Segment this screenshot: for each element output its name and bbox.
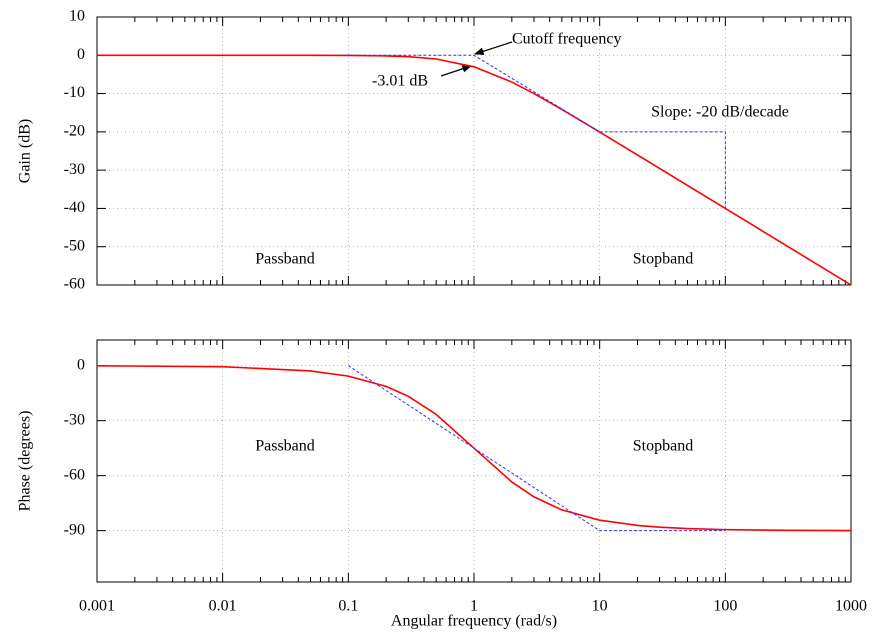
annotation: Slope: -20 dB/decade <box>651 104 789 121</box>
annotation: Passband <box>255 438 315 455</box>
y-tick-label: -30 <box>64 161 85 178</box>
y-tick-label: -30 <box>64 411 85 428</box>
y-tick-label: 0 <box>77 356 85 373</box>
y-tick-label: -60 <box>64 276 85 293</box>
y-tick-label: -90 <box>64 521 85 538</box>
annotation: -3.01 dB <box>372 73 428 90</box>
annotation: Stopband <box>633 251 693 268</box>
y-axis-label: Gain (dB) <box>17 119 34 183</box>
y-tick-label: -20 <box>64 123 85 140</box>
x-axis-label: Angular frequency (rad/s) <box>391 613 557 630</box>
y-tick-label: 10 <box>69 8 85 25</box>
y-tick-label: -40 <box>64 199 85 216</box>
y-axis-label: Phase (degrees) <box>17 411 34 512</box>
chart: Angular frequency (rad/s) 100-10-20-30-4… <box>0 0 875 634</box>
annotation: Cutoff frequency <box>512 31 621 48</box>
x-tick-label: 1000 <box>835 598 867 615</box>
x-tick-label: 1 <box>470 598 478 615</box>
x-tick-label: 0.01 <box>209 598 237 615</box>
arrow <box>441 66 471 76</box>
x-tick-label: 0.001 <box>79 598 115 615</box>
y-tick-label: 0 <box>77 46 85 63</box>
x-tick-label: 0.1 <box>338 598 358 615</box>
y-tick-label: -60 <box>64 466 85 483</box>
x-tick-label: 100 <box>713 598 737 615</box>
x-tick-label: 10 <box>592 598 608 615</box>
y-tick-label: -10 <box>64 84 85 101</box>
y-tick-label: -50 <box>64 237 85 254</box>
annotation: Stopband <box>633 438 693 455</box>
arrow <box>475 42 512 54</box>
annotation: Passband <box>255 251 315 268</box>
